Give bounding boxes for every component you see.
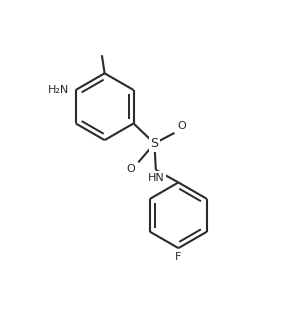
Text: O: O: [178, 121, 186, 131]
Text: S: S: [151, 137, 158, 150]
Text: O: O: [126, 164, 135, 174]
Text: F: F: [175, 252, 182, 262]
Text: H₂N: H₂N: [48, 85, 70, 95]
Text: HN: HN: [148, 173, 165, 183]
